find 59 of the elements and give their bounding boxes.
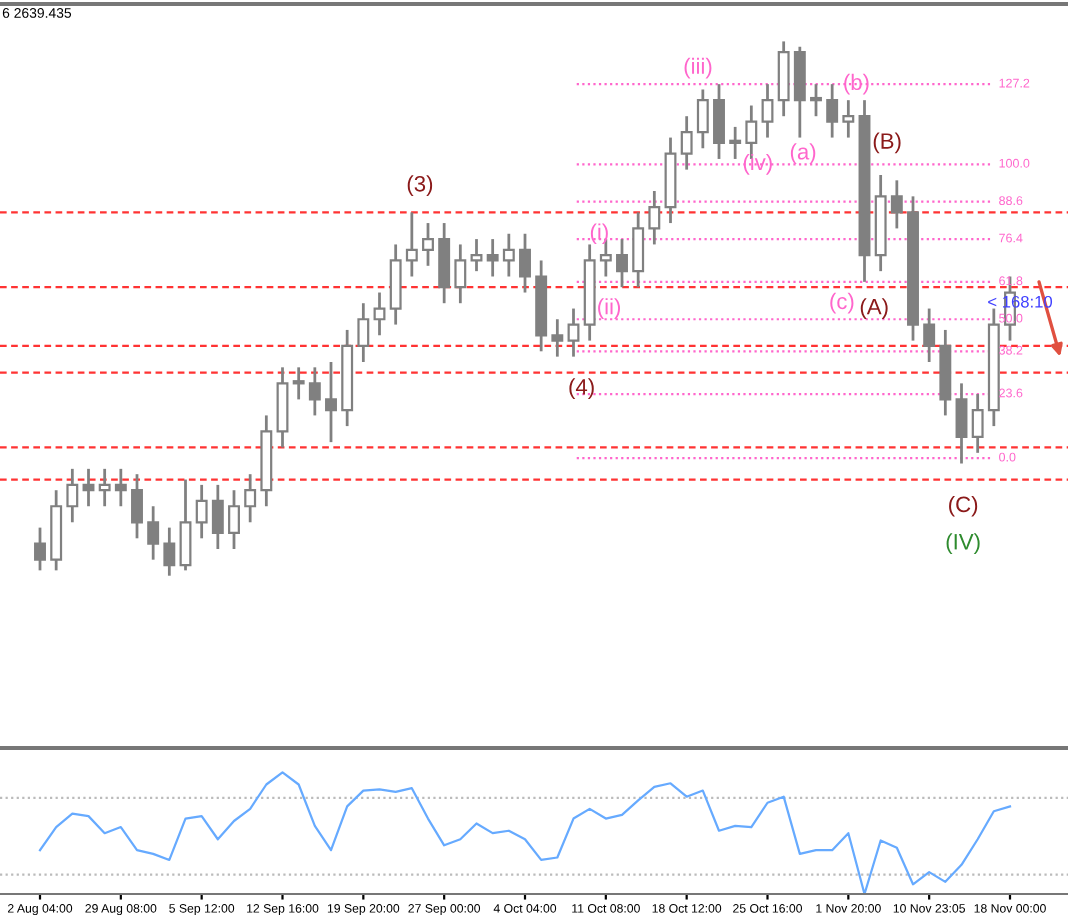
candlestick	[341, 328, 354, 428]
annotation: (i)	[590, 223, 608, 245]
candlestick	[98, 467, 111, 508]
candlestick	[793, 45, 806, 139]
candlestick	[761, 82, 774, 139]
candlestick	[389, 243, 402, 326]
annotation: (A)	[860, 298, 888, 319]
candlestick	[114, 467, 127, 508]
candlestick	[955, 381, 968, 465]
candlestick	[826, 82, 839, 139]
candlestick	[971, 392, 984, 455]
annotation: (B)	[873, 132, 901, 154]
annotation: (IV)	[946, 533, 980, 554]
candlestick	[179, 478, 192, 572]
candlestick	[211, 483, 224, 551]
candlestick	[874, 173, 887, 273]
candlestick	[858, 98, 871, 284]
annotation: (iv)	[743, 153, 772, 175]
candlestick	[50, 488, 63, 572]
candlestick	[567, 307, 580, 359]
candlestick	[842, 98, 855, 139]
annotation: (iii)	[684, 57, 712, 79]
candlestick	[308, 365, 321, 417]
candlestick	[777, 40, 790, 118]
candlestick	[438, 221, 451, 305]
candlestick	[405, 210, 418, 278]
candlestick	[664, 136, 677, 225]
candlestick	[987, 307, 1000, 428]
candlestick	[276, 365, 289, 449]
candlestick	[551, 317, 564, 359]
candlestick	[502, 232, 515, 278]
annotation: (a)	[790, 143, 816, 164]
candlestick	[373, 291, 386, 337]
candlestick	[939, 328, 952, 417]
candlestick	[195, 483, 208, 540]
candlestick	[696, 88, 709, 150]
annotation: (c)	[830, 292, 854, 314]
candlestick	[454, 243, 467, 305]
candlestick	[486, 237, 499, 278]
annotation: (4)	[569, 378, 594, 400]
candlestick	[535, 259, 548, 353]
candlestick	[470, 237, 483, 273]
candlestick	[163, 526, 176, 578]
candlestick	[648, 189, 661, 246]
annotation: (ii)	[598, 298, 621, 319]
candlestick	[260, 414, 273, 508]
candlestick	[325, 360, 337, 444]
candlestick	[890, 178, 903, 230]
annotation: (C)	[949, 495, 978, 517]
candlestick	[680, 114, 693, 172]
candlestick	[632, 210, 645, 289]
candlestick	[66, 467, 79, 524]
candlestick	[357, 301, 370, 364]
candlestick	[923, 307, 936, 364]
annotation: (3)	[407, 175, 433, 197]
candlestick	[583, 243, 596, 342]
candlestick	[244, 472, 257, 524]
annotation: (b)	[844, 73, 869, 95]
candlestick	[147, 504, 160, 562]
